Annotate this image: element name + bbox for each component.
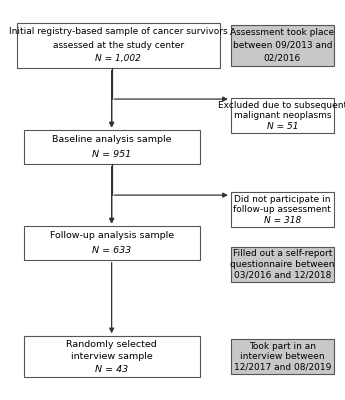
Text: N = 318: N = 318 [264, 216, 301, 225]
Text: Excluded due to subsequent: Excluded due to subsequent [218, 100, 345, 110]
Text: N = 951: N = 951 [92, 150, 131, 159]
Text: N = 43: N = 43 [95, 365, 128, 374]
Text: interview sample: interview sample [71, 352, 152, 361]
Text: Took part in an: Took part in an [249, 342, 316, 351]
Text: 02/2016: 02/2016 [264, 53, 301, 62]
FancyBboxPatch shape [24, 130, 199, 164]
Text: Did not participate in: Did not participate in [234, 195, 331, 204]
Text: N = 1,002: N = 1,002 [96, 54, 141, 63]
FancyBboxPatch shape [24, 226, 199, 260]
FancyBboxPatch shape [231, 98, 334, 133]
FancyBboxPatch shape [231, 247, 334, 282]
Text: 12/2017 and 08/2019: 12/2017 and 08/2019 [234, 363, 331, 372]
FancyBboxPatch shape [17, 23, 220, 68]
FancyBboxPatch shape [231, 192, 334, 228]
Text: malignant neoplasms: malignant neoplasms [234, 111, 331, 120]
FancyBboxPatch shape [231, 24, 334, 66]
FancyBboxPatch shape [24, 336, 199, 377]
Text: Assessment took place: Assessment took place [230, 28, 334, 37]
Text: Initial registry-based sample of cancer survivors: Initial registry-based sample of cancer … [9, 27, 228, 36]
Text: N = 51: N = 51 [267, 122, 298, 131]
Text: between 09/2013 and: between 09/2013 and [233, 41, 332, 50]
Text: interview between: interview between [240, 352, 325, 361]
Text: Randomly selected: Randomly selected [66, 340, 157, 349]
Text: Baseline analysis sample: Baseline analysis sample [52, 135, 171, 144]
Text: Filled out a self-report: Filled out a self-report [233, 250, 332, 258]
Text: 03/2016 and 12/2018: 03/2016 and 12/2018 [234, 271, 331, 280]
Text: Follow-up analysis sample: Follow-up analysis sample [50, 231, 174, 240]
Text: N = 633: N = 633 [92, 246, 131, 255]
Text: follow-up assessment: follow-up assessment [234, 205, 331, 214]
FancyBboxPatch shape [231, 339, 334, 374]
Text: assessed at the study center: assessed at the study center [53, 41, 184, 50]
Text: questionnaire between: questionnaire between [230, 260, 335, 269]
